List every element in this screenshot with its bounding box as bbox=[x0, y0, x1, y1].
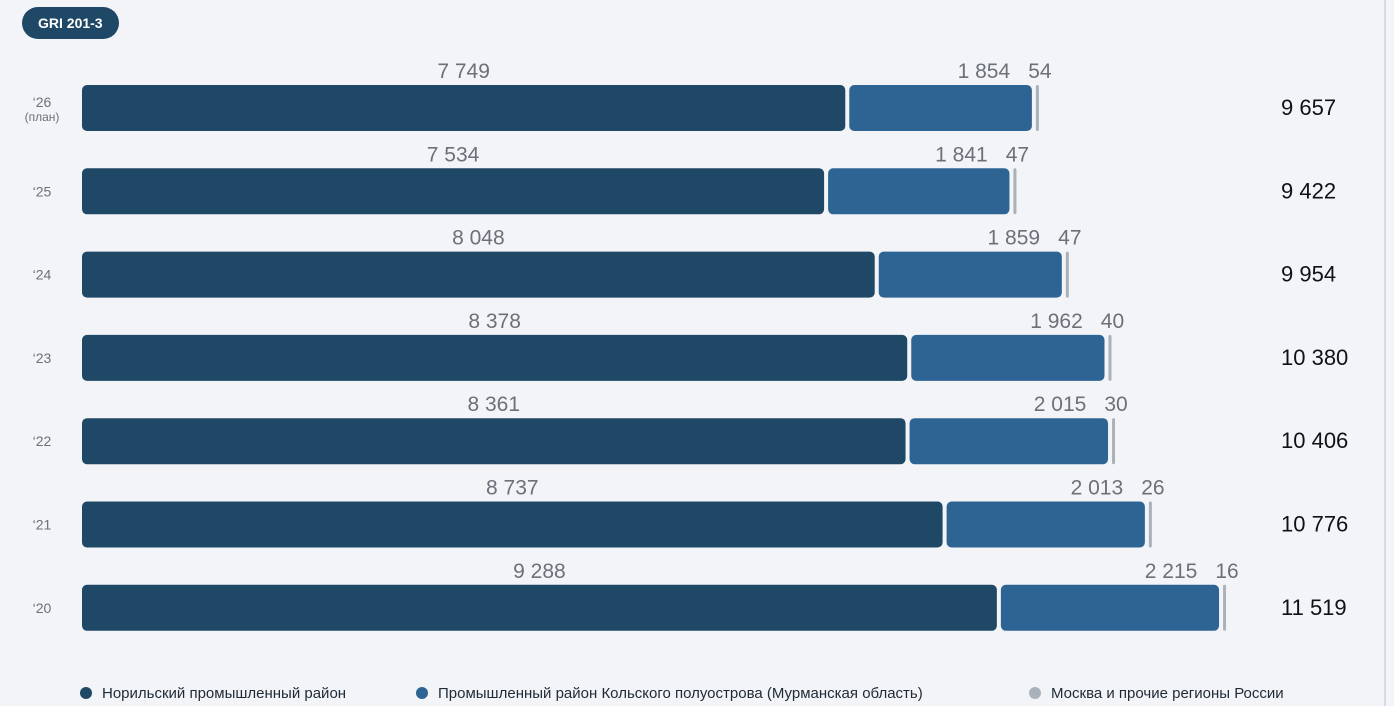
category-label: ‘22 bbox=[33, 433, 52, 449]
value-label-kola: 1 854 bbox=[958, 60, 1011, 83]
category-label: ‘25 bbox=[33, 183, 52, 199]
row-total: 11 519 bbox=[1281, 595, 1347, 620]
value-label-norilsk: 7 749 bbox=[437, 60, 490, 83]
legend-item-norilsk: Норильский промышленный район bbox=[80, 685, 346, 702]
value-label-moscow: 26 bbox=[1141, 477, 1164, 500]
value-label-moscow: 30 bbox=[1104, 393, 1127, 416]
bar-segment-moscow bbox=[1223, 584, 1227, 631]
bar-segment-norilsk bbox=[82, 85, 846, 131]
stacked-bar-chart: ‘26(план) 7 749 1 854 54 9 657 ‘25 7 534 1 841 4… bbox=[25, 60, 1348, 631]
row-total: 9 954 bbox=[1281, 262, 1336, 287]
category-label: ‘23 bbox=[33, 350, 52, 366]
legend-label-norilsk: Норильский промышленный район bbox=[102, 685, 347, 702]
bar-segment-norilsk bbox=[82, 334, 908, 381]
bar-segment-norilsk bbox=[82, 501, 943, 548]
bar-segment-kola bbox=[849, 85, 1032, 131]
legend-swatch-moscow bbox=[1029, 687, 1041, 699]
value-label-moscow: 16 bbox=[1215, 560, 1238, 583]
bar-segment-norilsk bbox=[82, 251, 875, 298]
value-label-kola: 1 962 bbox=[1030, 310, 1083, 333]
row-total: 9 657 bbox=[1281, 95, 1336, 120]
value-label-kola: 2 015 bbox=[1034, 393, 1087, 416]
bar-segment-moscow bbox=[1013, 168, 1017, 215]
bar-segment-kola bbox=[828, 168, 1010, 215]
value-label-norilsk: 8 378 bbox=[468, 310, 521, 333]
row-total: 10 380 bbox=[1281, 345, 1348, 370]
bar-segment-norilsk bbox=[82, 418, 906, 465]
legend-swatch-norilsk bbox=[80, 687, 92, 699]
bar-segment-norilsk bbox=[82, 584, 997, 631]
category-label: ‘21 bbox=[33, 517, 52, 533]
legend-item-kola: Промышленный район Кольского полуострова… bbox=[416, 685, 923, 702]
bar-segment-moscow bbox=[1148, 501, 1152, 548]
page-right-border bbox=[1384, 0, 1386, 706]
value-label-norilsk: 7 534 bbox=[427, 143, 480, 166]
value-label-kola: 1 841 bbox=[935, 143, 988, 166]
category-sublabel: (план) bbox=[25, 110, 60, 124]
bar-segment-kola bbox=[1000, 584, 1220, 631]
value-label-norilsk: 8 737 bbox=[486, 477, 539, 500]
legend-item-moscow: Москва и прочие регионы России bbox=[1029, 685, 1284, 702]
row-total: 9 422 bbox=[1281, 178, 1336, 203]
bar-segment-moscow bbox=[1065, 251, 1069, 298]
value-label-kola: 2 215 bbox=[1145, 560, 1198, 583]
value-label-moscow: 47 bbox=[1058, 227, 1081, 250]
value-label-moscow: 40 bbox=[1101, 310, 1124, 333]
gri-badge: GRI 201-3 bbox=[22, 7, 119, 39]
legend-swatch-kola bbox=[416, 687, 428, 699]
value-label-norilsk: 9 288 bbox=[513, 560, 566, 583]
category-label: ‘26 bbox=[33, 94, 52, 110]
category-label: ‘24 bbox=[33, 267, 52, 283]
row-total: 10 406 bbox=[1281, 428, 1348, 453]
legend-label-moscow: Москва и прочие регионы России bbox=[1051, 685, 1284, 702]
row-total: 10 776 bbox=[1281, 512, 1348, 537]
bar-segment-kola bbox=[946, 501, 1145, 548]
value-label-kola: 2 013 bbox=[1071, 477, 1124, 500]
value-label-norilsk: 8 361 bbox=[467, 393, 520, 416]
chart-legend: Норильский промышленный район Промышленн… bbox=[0, 680, 1394, 706]
bar-segment-kola bbox=[878, 251, 1062, 298]
bar-segment-kola bbox=[909, 418, 1109, 465]
value-label-moscow: 54 bbox=[1028, 60, 1052, 83]
bar-segment-moscow bbox=[1108, 334, 1112, 381]
value-label-norilsk: 8 048 bbox=[452, 227, 505, 250]
legend-label-kola: Промышленный район Кольского полуострова… bbox=[438, 685, 923, 702]
category-label: ‘20 bbox=[33, 600, 52, 616]
bar-segment-moscow bbox=[1035, 85, 1039, 131]
bar-segment-moscow bbox=[1112, 418, 1116, 465]
value-label-kola: 1 859 bbox=[988, 227, 1041, 250]
bar-segment-kola bbox=[911, 334, 1105, 381]
bar-segment-norilsk bbox=[82, 168, 825, 215]
value-label-moscow: 47 bbox=[1006, 143, 1029, 166]
